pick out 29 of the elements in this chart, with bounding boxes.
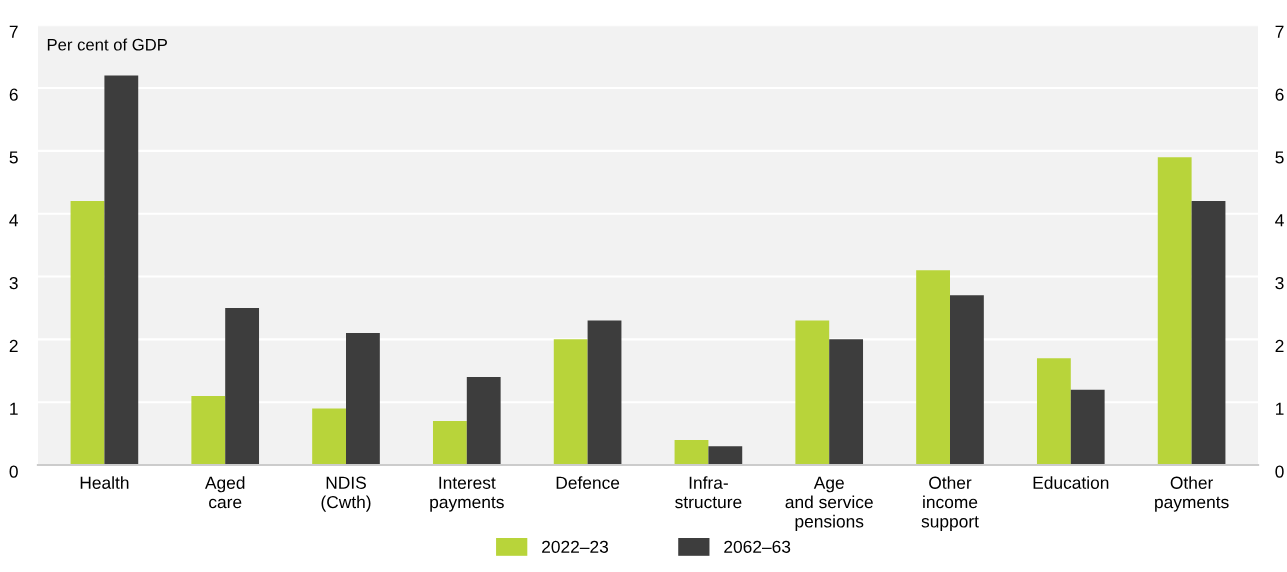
y2-tick-label: 7 <box>1275 25 1284 38</box>
y2-tick-label: 0 <box>1275 465 1284 478</box>
y-tick-label: 5 <box>9 151 18 164</box>
x-tick-label: Other payments <box>1155 476 1229 512</box>
y-tick-label: 1 <box>10 402 18 415</box>
x-tick-label: Age and service pensions <box>785 476 873 531</box>
y2-tick-label: 3 <box>1275 276 1284 290</box>
y-tick-label: 7 <box>9 25 18 38</box>
x-tick-label: Health <box>80 476 129 489</box>
y2-tick-label: 4 <box>1275 214 1284 227</box>
y-tick-label: 2 <box>9 339 18 352</box>
y2-tick-label: 1 <box>1276 402 1284 415</box>
y-tick-label: 0 <box>9 465 18 478</box>
y2-tick-label: 6 <box>1275 88 1284 101</box>
x-tick-label: Other income support <box>921 476 979 531</box>
y-tick-label: 6 <box>9 88 18 101</box>
x-tick-label: Interest payments <box>430 476 504 512</box>
y-axis-title: Per cent of GDP <box>47 38 167 51</box>
x-tick-label: Defence <box>556 476 620 489</box>
x-tick-label: Aged care <box>204 476 245 509</box>
x-tick-label: Education <box>1033 476 1109 489</box>
y-tick-label: 3 <box>9 276 18 290</box>
y2-tick-label: 5 <box>1275 151 1284 164</box>
x-tick-label: Infra- structure <box>675 476 742 509</box>
x-tick-label: NDIS (Cwth) <box>321 476 371 512</box>
legend-label: 2022–23 <box>542 540 609 553</box>
y-tick-label: 4 <box>9 214 19 227</box>
legend-label: 2062–63 <box>724 540 791 553</box>
y2-tick-label: 2 <box>1275 339 1284 352</box>
